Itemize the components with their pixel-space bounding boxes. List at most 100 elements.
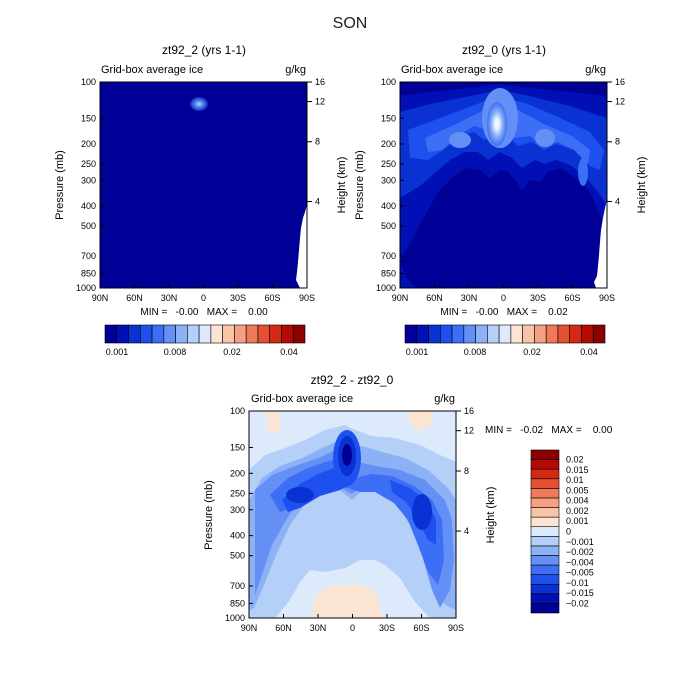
y-tick-label: 150: [230, 442, 245, 452]
height-tick-label: 16: [315, 77, 325, 87]
colorbar-label: 0.002: [566, 506, 589, 516]
panel-b-missing-data: [594, 200, 607, 288]
colorbar-swatch: [510, 324, 523, 344]
panel-b-colorbar: 0.001 0.008 0.02 0.04: [404, 324, 606, 357]
height-tick-label: 8: [464, 466, 469, 476]
colorbar-swatch: [581, 324, 594, 344]
height-tick-label: 12: [615, 97, 625, 107]
height-tick-label: 8: [315, 137, 320, 147]
colorbar-label: −0.01: [566, 578, 589, 588]
panel-a-height-ticks: 16 12 8 4: [307, 77, 325, 206]
colorbar-label: 0.001: [566, 516, 589, 526]
x-tick-label: 0: [501, 293, 506, 303]
panel-c-left-core: [286, 487, 314, 503]
panel-b-ylabel: Pressure (mb): [354, 150, 366, 220]
colorbar-swatch: [269, 324, 282, 344]
y-tick-label: 100: [81, 77, 96, 87]
y-tick-label: 1000: [76, 283, 96, 293]
y-tick-label: 700: [381, 251, 396, 261]
colorbar-swatch: [530, 468, 560, 480]
colorbar-label: 0.004: [566, 496, 589, 506]
colorbar-swatch: [281, 324, 294, 344]
x-tick-label: 0: [201, 293, 206, 303]
y-tick-label: 850: [381, 268, 396, 278]
colorbar-swatch: [116, 324, 129, 344]
panel-c-y-ticks: 100 150 200 250 300 400 500 700 850 1000: [225, 406, 253, 623]
y-tick-label: 400: [81, 201, 96, 211]
panel-c-right-core: [412, 494, 432, 530]
x-tick-label: 0: [350, 623, 355, 633]
y-tick-label: 200: [81, 139, 96, 149]
panel-a: zt92_2 (yrs 1-1) Grid-box average ice g/…: [54, 43, 348, 357]
colorbar-label: 0.02: [566, 455, 584, 465]
colorbar-swatch: [245, 324, 259, 344]
y-tick-label: 150: [381, 113, 396, 123]
colorbar-label: 0: [566, 527, 571, 537]
colorbar-swatch: [104, 324, 118, 344]
panel-b-ylabel-right: Height (km): [636, 157, 648, 214]
panel-c: zt92_2 - zt92_0 Grid-box average ice g/k…: [203, 373, 613, 633]
panel-c-title: zt92_2 - zt92_0: [311, 373, 394, 387]
y-tick-label: 500: [230, 551, 245, 561]
panel-b-stats: MIN = -0.00 MAX = 0.02: [440, 307, 568, 318]
colorbar-swatch: [530, 545, 560, 556]
y-tick-label: 100: [381, 77, 396, 87]
height-tick-label: 12: [464, 426, 474, 436]
x-tick-label: 30S: [230, 293, 246, 303]
x-tick-label: 30N: [461, 293, 478, 303]
height-tick-label: 4: [464, 526, 469, 536]
colorbar-label: 0.001: [106, 347, 129, 357]
panel-b-contour-5-left: [449, 132, 471, 148]
colorbar-swatch: [530, 526, 560, 537]
panel-c-core-inner: [342, 444, 352, 466]
colorbar-label: −0.005: [566, 568, 594, 578]
y-tick-label: 850: [230, 598, 245, 608]
colorbar-swatch: [592, 324, 606, 344]
colorbar-swatch: [416, 324, 429, 344]
colorbar-swatch: [498, 324, 512, 344]
colorbar-swatch: [234, 324, 247, 344]
panel-c-height-ticks: 16 12 8 4: [456, 406, 474, 536]
colorbar-swatch: [534, 324, 547, 344]
colorbar-label: −0.004: [566, 557, 594, 567]
x-tick-label: 30N: [310, 623, 327, 633]
colorbar-swatch: [530, 603, 560, 614]
colorbar-swatch: [530, 593, 560, 604]
colorbar-swatch: [222, 324, 235, 344]
colorbar-swatch: [163, 324, 176, 344]
panel-a-ylabel-right: Height (km): [336, 157, 348, 214]
panel-c-subtitle: Grid-box average ice: [251, 393, 353, 405]
panel-a-ice-blob: [190, 97, 208, 111]
y-tick-label: 700: [230, 581, 245, 591]
x-tick-label: 60S: [413, 623, 429, 633]
colorbar-label: 0.005: [566, 485, 589, 495]
y-tick-label: 150: [81, 113, 96, 123]
panel-c-ylabel: Pressure (mb): [203, 480, 215, 550]
y-tick-label: 1000: [376, 283, 396, 293]
panel-b-subtitle: Grid-box average ice: [401, 64, 503, 76]
panel-a-units: g/kg: [285, 64, 306, 76]
y-tick-label: 300: [81, 175, 96, 185]
panel-b-contour-5-tail: [578, 158, 588, 186]
y-tick-label: 400: [230, 531, 245, 541]
panel-a-ylabel: Pressure (mb): [54, 150, 66, 220]
panel-b-y-ticks: 100 150 200 250 300 400 500 700 850 1000: [376, 77, 404, 293]
panel-b-lower-fill-left: [400, 262, 420, 288]
panel-a-missing-data: [296, 205, 307, 288]
colorbar-label: 0.01: [566, 475, 584, 485]
x-tick-label: 90S: [448, 623, 464, 633]
colorbar-swatch: [439, 324, 453, 344]
panel-a-stats: MIN = -0.00 MAX = 0.00: [140, 307, 268, 318]
height-tick-label: 16: [615, 77, 625, 87]
colorbar-swatch: [530, 507, 560, 518]
y-tick-label: 400: [381, 201, 396, 211]
x-tick-label: 60N: [126, 293, 143, 303]
y-tick-label: 850: [81, 268, 96, 278]
height-tick-label: 4: [315, 196, 320, 206]
panel-c-stats: MIN = -0.02 MAX = 0.00: [485, 425, 613, 436]
colorbar-label: −0.02: [566, 598, 589, 608]
x-tick-label: 60S: [564, 293, 580, 303]
panel-b-height-ticks: 16 12 8 4: [607, 77, 625, 206]
figure-title: SON: [333, 15, 368, 32]
